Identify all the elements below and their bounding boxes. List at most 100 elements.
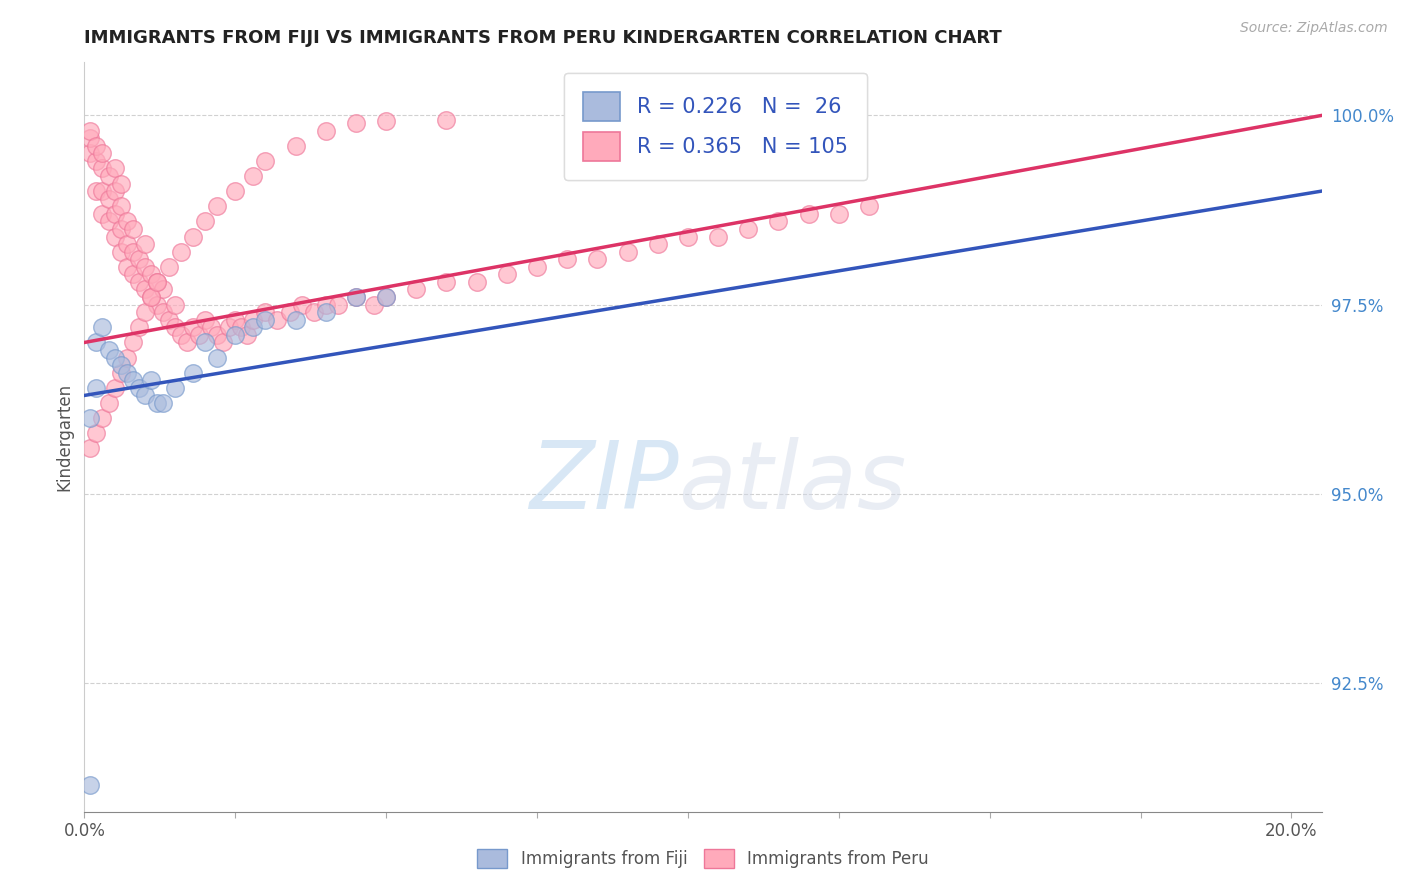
Point [157, 312, 180, 326]
Point [526, 260, 548, 274]
Point [152, 305, 174, 319]
Point [115, 237, 138, 252]
Point [375, 290, 398, 304]
Legend: R = 0.226   N =  26, R = 0.365   N = 105: R = 0.226 N = 26, R = 0.365 N = 105 [564, 73, 866, 179]
Point [200, 320, 222, 334]
Legend: Immigrants from Fiji, Immigrants from Peru: Immigrants from Fiji, Immigrants from Pe… [471, 843, 935, 875]
Point [91, 161, 114, 176]
Point [302, 305, 325, 319]
Point [91, 184, 114, 198]
Point [768, 214, 790, 228]
Point [205, 351, 228, 365]
Point [146, 275, 169, 289]
Point [134, 260, 156, 274]
Point [242, 320, 264, 334]
Point [242, 169, 264, 183]
Point [79, 123, 101, 137]
Point [194, 214, 217, 228]
Point [115, 214, 138, 228]
Point [181, 320, 204, 334]
Point [103, 229, 125, 244]
Point [110, 244, 132, 259]
Point [266, 312, 288, 326]
Point [326, 298, 349, 312]
Point [375, 114, 398, 128]
Point [181, 229, 204, 244]
Y-axis label: Kindergarten: Kindergarten [55, 383, 73, 491]
Point [218, 320, 240, 334]
Point [555, 252, 578, 267]
Point [586, 252, 609, 267]
Point [231, 320, 253, 334]
Point [205, 199, 228, 213]
Point [86, 335, 108, 350]
Point [103, 207, 125, 221]
Point [344, 116, 367, 130]
Point [139, 268, 162, 282]
Point [134, 388, 156, 402]
Point [152, 396, 174, 410]
Point [86, 138, 108, 153]
Point [79, 146, 101, 161]
Point [134, 283, 156, 297]
Point [315, 123, 337, 137]
Point [128, 252, 150, 267]
Point [91, 207, 114, 221]
Point [139, 373, 162, 387]
Point [188, 327, 211, 342]
Point [205, 327, 228, 342]
Point [128, 381, 150, 395]
Point [363, 298, 385, 312]
Point [163, 320, 186, 334]
Point [79, 442, 101, 456]
Point [121, 335, 143, 350]
Point [170, 327, 193, 342]
Point [194, 312, 217, 326]
Point [344, 290, 367, 304]
Point [79, 131, 101, 145]
Point [707, 229, 730, 244]
Point [254, 312, 277, 326]
Point [284, 138, 307, 153]
Point [103, 184, 125, 198]
Point [110, 222, 132, 236]
Point [291, 298, 314, 312]
Text: atlas: atlas [678, 436, 907, 527]
Point [146, 275, 169, 289]
Point [128, 320, 150, 334]
Point [616, 244, 638, 259]
Point [315, 305, 337, 319]
Point [134, 305, 156, 319]
Point [284, 312, 307, 326]
Point [146, 298, 169, 312]
Point [110, 177, 132, 191]
Point [236, 327, 259, 342]
Point [110, 199, 132, 213]
Point [170, 244, 193, 259]
Point [128, 275, 150, 289]
Point [181, 366, 204, 380]
Point [134, 237, 156, 252]
Point [157, 260, 180, 274]
Point [91, 411, 114, 425]
Point [163, 381, 186, 395]
Point [97, 192, 120, 206]
Point [139, 290, 162, 304]
Point [737, 222, 759, 236]
Point [86, 153, 108, 168]
Point [224, 184, 246, 198]
Point [676, 229, 699, 244]
Point [79, 411, 101, 425]
Point [242, 312, 264, 326]
Point [375, 290, 398, 304]
Point [254, 153, 277, 168]
Text: ZIP: ZIP [529, 436, 678, 527]
Point [139, 290, 162, 304]
Point [224, 327, 246, 342]
Point [97, 396, 120, 410]
Point [828, 207, 851, 221]
Point [278, 305, 301, 319]
Point [176, 335, 198, 350]
Point [91, 320, 114, 334]
Point [115, 366, 138, 380]
